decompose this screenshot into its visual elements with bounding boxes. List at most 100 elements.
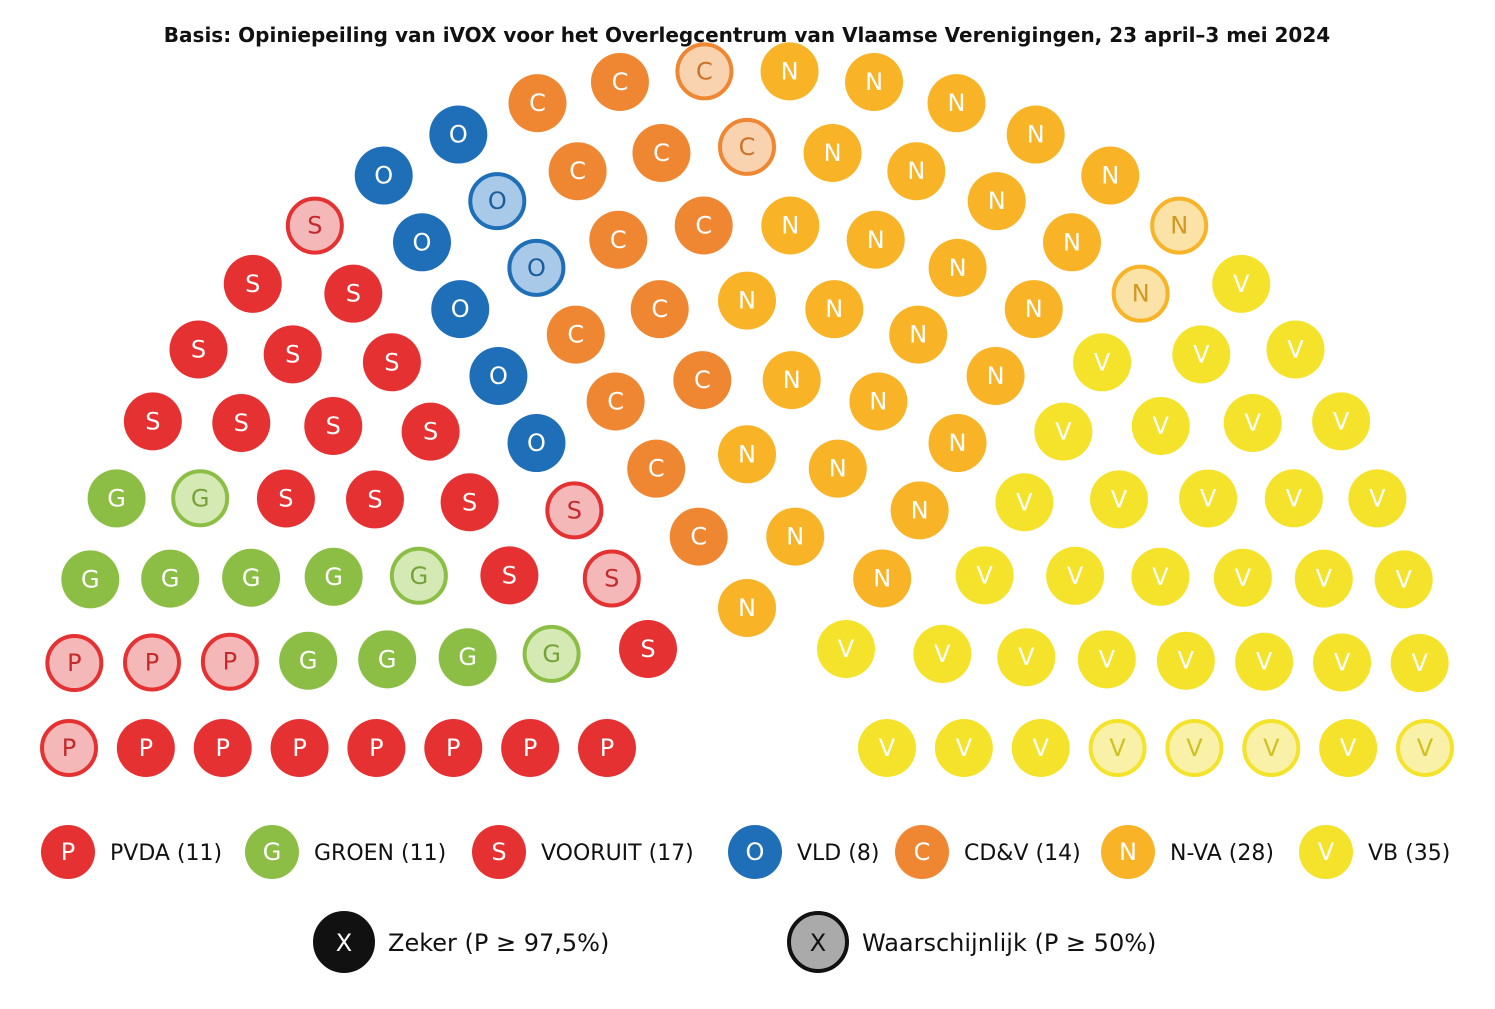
- svg-text:S: S: [423, 418, 438, 446]
- seat-vb-certain: V: [997, 628, 1056, 687]
- svg-text:O: O: [451, 295, 470, 323]
- legend-swatch: [728, 825, 782, 879]
- svg-text:O: O: [527, 254, 546, 282]
- seat-pvda-certain: P: [116, 719, 175, 777]
- svg-text:V: V: [976, 561, 993, 589]
- seat-pvda-certain: P: [347, 719, 406, 777]
- seat-n-va-certain: N: [890, 481, 949, 540]
- svg-text:N: N: [949, 429, 967, 457]
- svg-text:S: S: [326, 412, 341, 440]
- seat-vld-probable: O: [507, 238, 566, 297]
- legend-label: GROEN (11): [314, 841, 446, 866]
- seat-vb-certain: V: [1131, 396, 1190, 455]
- seat-vb-certain: V: [1156, 631, 1215, 690]
- seat-pvda-certain: P: [193, 719, 252, 777]
- seat-vooruit-certain: S: [401, 402, 460, 461]
- seat-cd-v-certain: C: [548, 142, 607, 201]
- seat-pvda-probable: P: [45, 634, 104, 693]
- svg-text:O: O: [746, 838, 765, 866]
- svg-text:S: S: [245, 270, 260, 298]
- svg-text:P: P: [139, 734, 153, 762]
- svg-text:G: G: [324, 563, 343, 591]
- svg-text:S: S: [278, 484, 293, 512]
- seat-vooruit-certain: S: [169, 320, 228, 379]
- svg-text:N: N: [911, 496, 929, 524]
- svg-text:N: N: [909, 321, 927, 349]
- seat-vb-certain: V: [1264, 469, 1323, 528]
- key-probable: X Waarschijnlijk (P ≥ 50%): [787, 911, 1156, 973]
- svg-text:V: V: [934, 640, 951, 668]
- svg-text:O: O: [527, 429, 546, 457]
- svg-text:S: S: [307, 212, 322, 240]
- chart-title: Basis: Opiniepeiling van iVOX voor het O…: [164, 23, 1330, 47]
- svg-text:C: C: [695, 212, 712, 240]
- seat-cd-v-probable: C: [718, 117, 776, 176]
- svg-text:C: C: [529, 89, 546, 117]
- seat-vb-certain: V: [1213, 548, 1272, 607]
- seat-vooruit-certain: S: [223, 254, 282, 313]
- legend-label: VOORUIT (17): [541, 841, 694, 866]
- svg-text:V: V: [838, 635, 855, 663]
- legend-swatch: [472, 825, 526, 879]
- svg-text:N: N: [1027, 121, 1045, 149]
- seat-vooruit-certain: S: [304, 396, 363, 455]
- svg-text:S: S: [384, 348, 399, 376]
- seat-cd-v-certain: C: [674, 196, 733, 255]
- seat-cd-v-certain: C: [673, 351, 732, 410]
- seat-vb-certain: V: [1319, 719, 1378, 777]
- legend-swatch: [245, 825, 299, 879]
- svg-text:O: O: [374, 162, 393, 190]
- svg-text:V: V: [1333, 407, 1350, 435]
- seat-vooruit-probable: S: [285, 196, 344, 255]
- seat-vld-certain: O: [469, 346, 528, 405]
- svg-text:N: N: [865, 68, 883, 96]
- seat-vld-certain: O: [354, 146, 413, 205]
- seat-vb-certain: V: [1374, 550, 1433, 609]
- svg-text:V: V: [1200, 484, 1217, 512]
- seat-groen-certain: G: [279, 631, 338, 690]
- seat-vb-certain: V: [1179, 469, 1238, 528]
- seat-vld-certain: O: [431, 280, 490, 339]
- svg-text:N: N: [987, 362, 1005, 390]
- svg-text:S: S: [604, 564, 619, 592]
- svg-text:G: G: [378, 645, 397, 673]
- seat-n-va-probable: N: [1111, 264, 1170, 323]
- seat-n-va-certain: N: [1043, 213, 1102, 272]
- seat-vb-certain: V: [1172, 325, 1231, 384]
- svg-text:V: V: [1235, 564, 1252, 592]
- seat-pvda-certain: P: [424, 719, 483, 777]
- seat-vb-certain: V: [1223, 393, 1282, 452]
- seat-vb-certain: V: [1090, 470, 1149, 529]
- svg-text:P: P: [446, 734, 460, 762]
- seat-cd-v-certain: C: [630, 280, 689, 339]
- seat-vb-certain: V: [913, 624, 972, 683]
- seat-vooruit-certain: S: [480, 546, 539, 605]
- seat-n-va-certain: N: [718, 271, 776, 330]
- seat-pvda-probable: P: [122, 633, 181, 692]
- svg-text:S: S: [145, 407, 160, 435]
- seat-vb-certain: V: [1266, 320, 1325, 379]
- svg-text:S: S: [462, 488, 477, 516]
- seat-vooruit-certain: S: [212, 393, 271, 452]
- seat-vb-certain: V: [1131, 547, 1190, 606]
- svg-text:P: P: [292, 734, 306, 762]
- seat-cd-v-certain: C: [508, 74, 567, 133]
- seat-vb-certain: V: [1073, 333, 1132, 392]
- svg-text:V: V: [1152, 563, 1169, 591]
- seat-cd-v-certain: C: [546, 305, 605, 364]
- legend-swatch: [895, 825, 949, 879]
- seat-n-va-certain: N: [928, 238, 987, 297]
- legend-item-cd-v: C CD&V (14): [895, 825, 1081, 879]
- svg-text:Zeker (P ≥ 97,5%): Zeker (P ≥ 97,5%): [388, 929, 609, 957]
- svg-text:N: N: [1025, 295, 1043, 323]
- seat-vb-certain: V: [1294, 549, 1353, 608]
- seat-groen-probable: G: [389, 546, 448, 605]
- seat-n-va-certain: N: [1004, 280, 1063, 339]
- svg-text:V: V: [1417, 734, 1434, 762]
- seat-n-va-certain: N: [718, 579, 776, 637]
- svg-text:N: N: [738, 287, 756, 315]
- svg-text:S: S: [191, 335, 206, 363]
- svg-text:V: V: [1018, 643, 1035, 671]
- svg-text:N: N: [829, 455, 847, 483]
